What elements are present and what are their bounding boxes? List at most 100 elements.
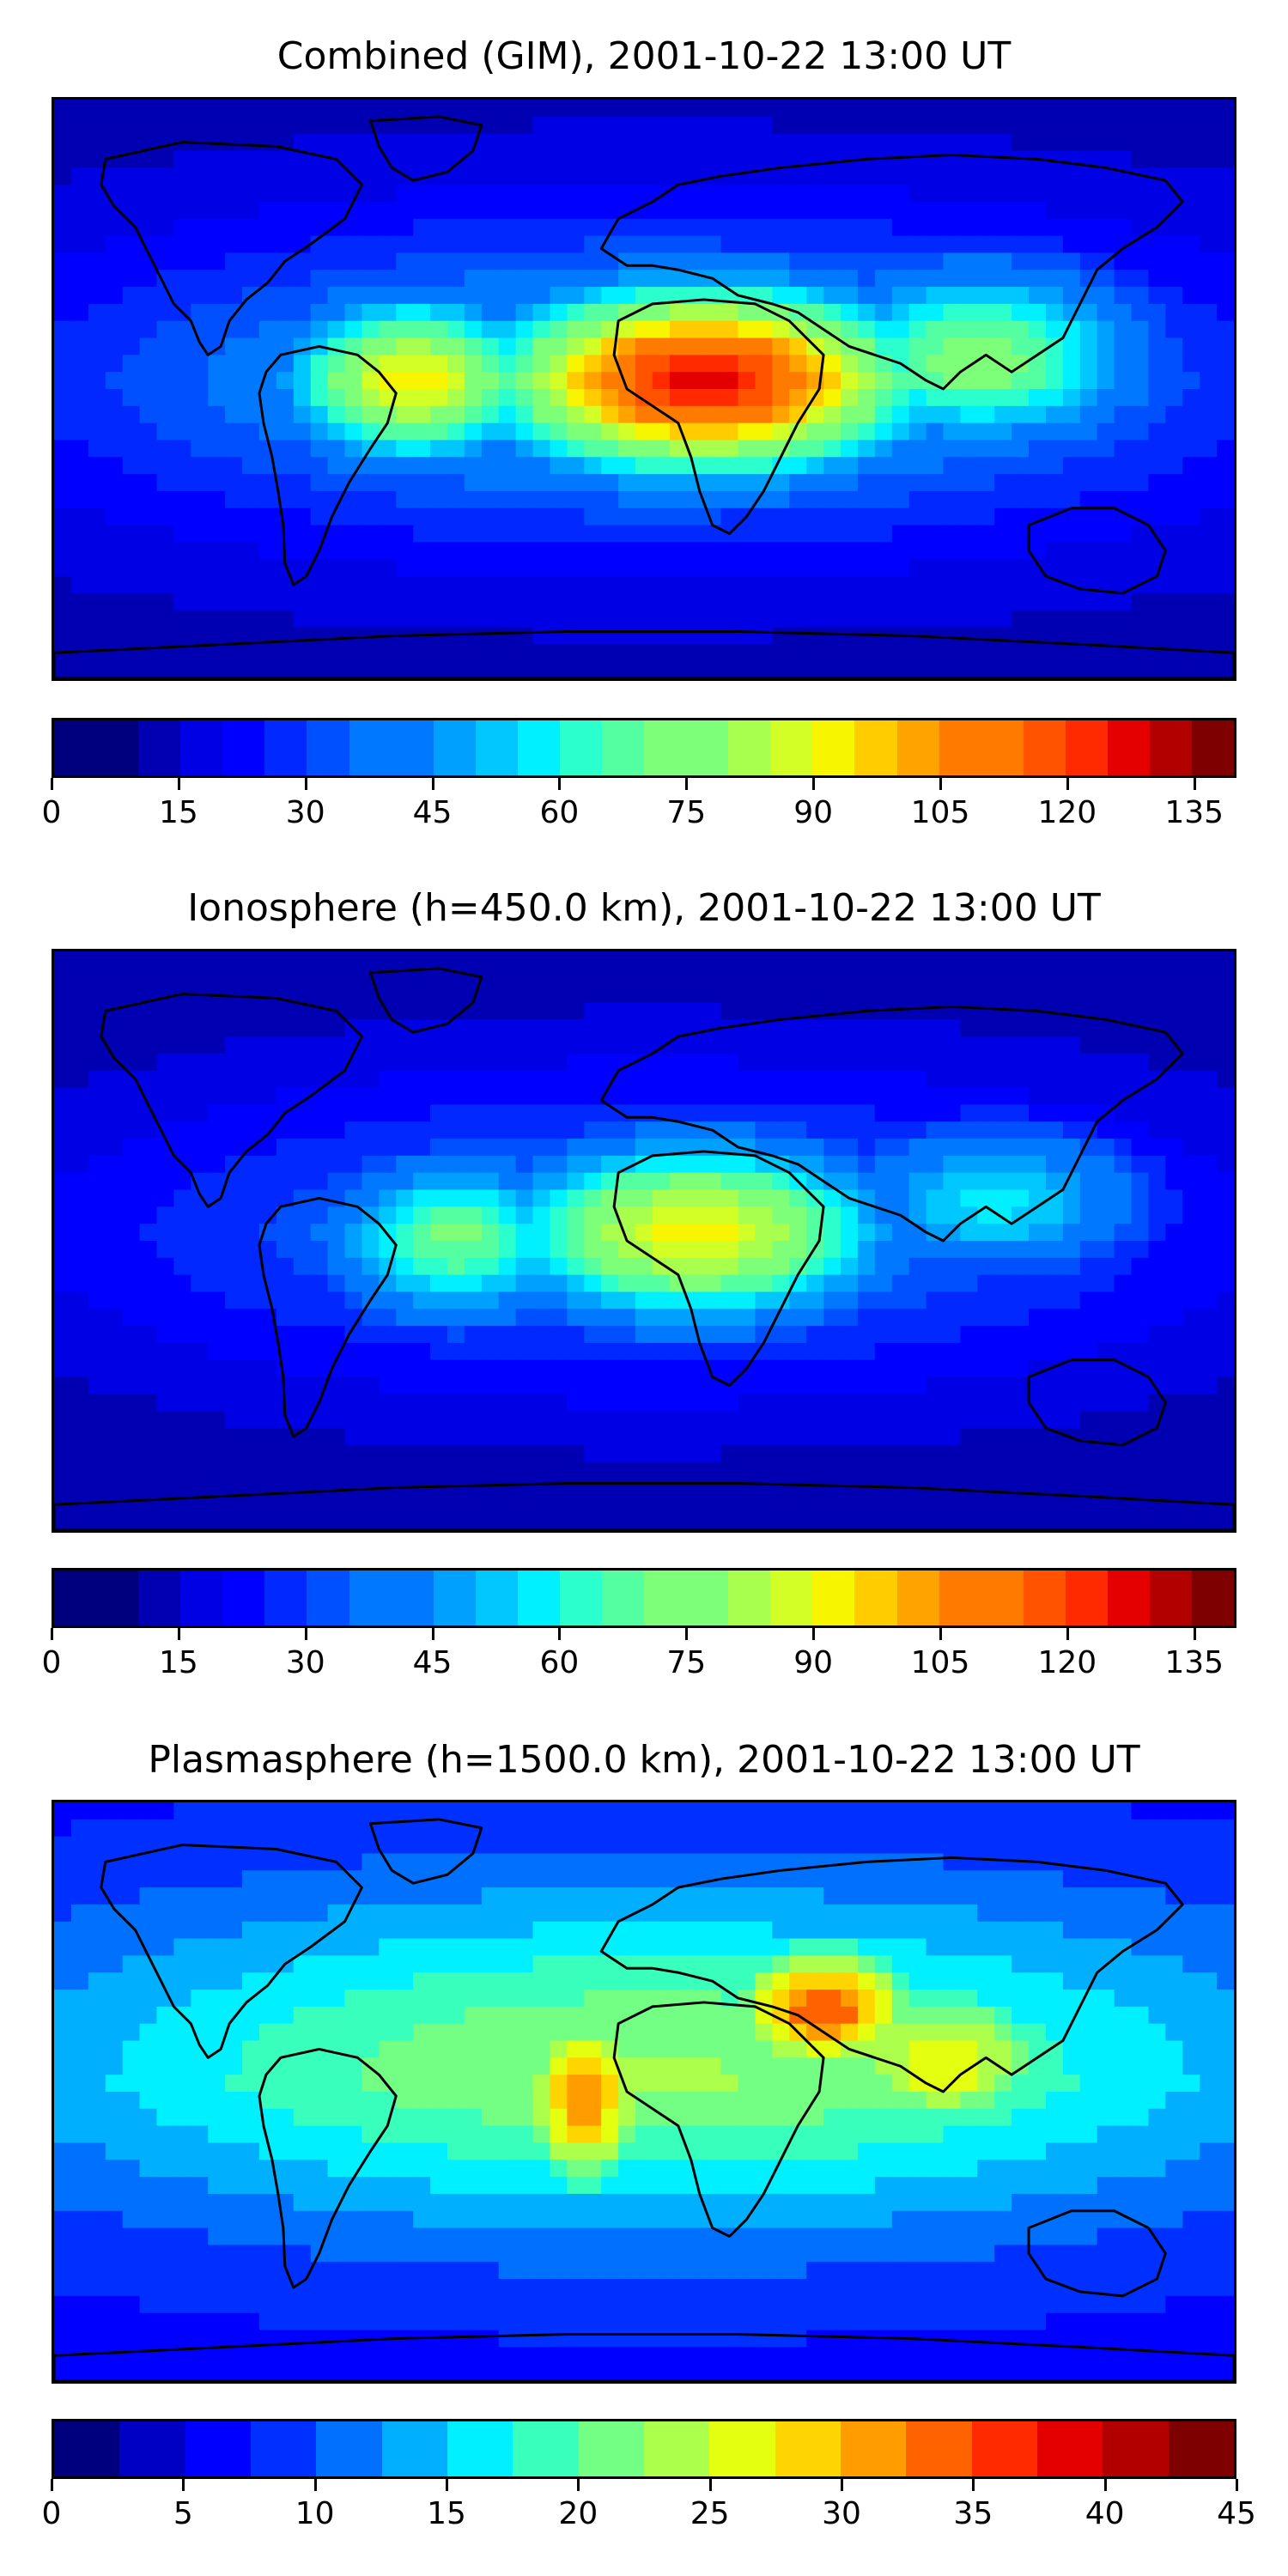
field-cell	[413, 1326, 432, 1344]
field-cell	[139, 1326, 158, 1344]
field-cell	[977, 1019, 996, 1038]
field-cell	[498, 133, 517, 152]
field-cell	[1114, 1802, 1133, 1820]
field-cell	[532, 1241, 551, 1259]
field-cell	[105, 1444, 124, 1463]
field-cell	[447, 1070, 465, 1089]
field-cell	[738, 474, 756, 492]
field-cell	[1217, 167, 1234, 186]
field-cell	[772, 576, 791, 594]
field-cell	[379, 490, 398, 509]
field-cell	[960, 1291, 979, 1310]
field-cell	[1029, 1053, 1047, 1072]
field-cell	[601, 1172, 620, 1191]
field-cell	[1029, 252, 1047, 271]
field-cell	[789, 1513, 808, 1530]
field-cell	[532, 287, 551, 305]
field-cell	[1045, 1036, 1064, 1054]
field-cell	[70, 490, 89, 509]
field-cell	[173, 1036, 192, 1054]
field-cell	[1148, 1019, 1167, 1038]
field-cell	[567, 1241, 586, 1259]
field-cell	[122, 270, 141, 289]
field-cell	[105, 372, 124, 390]
field-cell	[242, 1444, 260, 1463]
field-cell	[498, 1394, 517, 1413]
field-cell	[584, 592, 603, 611]
field-cell	[310, 1819, 329, 1838]
field-cell	[430, 1836, 448, 1855]
field-cell	[173, 1274, 192, 1293]
field-cell	[498, 1836, 517, 1855]
field-cell	[1012, 644, 1030, 663]
field-cell	[891, 389, 910, 407]
field-cell	[105, 355, 124, 374]
field-cell	[1079, 1342, 1098, 1361]
field-cell	[686, 559, 705, 578]
field-cell	[173, 440, 192, 459]
field-cell	[208, 1359, 227, 1378]
field-cell	[293, 303, 312, 322]
field-cell	[396, 405, 415, 424]
field-cell	[105, 474, 124, 492]
field-cell	[994, 592, 1013, 611]
field-cell	[276, 1428, 295, 1446]
field-cell	[686, 1241, 705, 1259]
field-cell	[447, 1376, 465, 1395]
field-cell	[1012, 337, 1030, 356]
field-cell	[755, 133, 774, 152]
field-cell	[498, 218, 517, 237]
field-cell	[276, 474, 295, 492]
field-cell	[191, 559, 210, 578]
field-cell	[806, 185, 825, 203]
field-cell	[344, 287, 363, 305]
field-cell	[361, 100, 380, 118]
field-cell	[857, 576, 876, 594]
field-cell	[396, 1053, 415, 1072]
field-cell	[908, 985, 927, 1004]
field-cell	[430, 474, 448, 492]
field-cell	[738, 1257, 756, 1276]
field-cell	[943, 1309, 962, 1327]
field-cell	[584, 185, 603, 203]
field-cell	[258, 1513, 277, 1530]
field-cell	[1079, 252, 1098, 271]
field-cell	[601, 1359, 620, 1378]
colorbar-tick-label: 30	[285, 1645, 325, 1680]
field-cell	[1182, 525, 1201, 544]
field-cell	[225, 1411, 244, 1430]
field-cell	[772, 1257, 791, 1276]
colorbar-tick	[812, 1628, 816, 1640]
field-cell	[1114, 1461, 1133, 1480]
field-cell	[567, 337, 586, 356]
field-cell	[926, 1802, 945, 1820]
field-cell	[772, 252, 791, 271]
field-cell	[88, 1428, 106, 1446]
field-cell	[430, 1342, 448, 1361]
field-cell	[481, 1513, 500, 1530]
field-cell	[361, 1121, 380, 1140]
field-cell	[396, 1428, 415, 1446]
field-cell	[738, 627, 756, 646]
field-cell	[652, 1206, 671, 1225]
field-cell	[498, 1291, 517, 1310]
field-cell	[1029, 1121, 1047, 1140]
field-cell	[669, 1087, 688, 1106]
field-cell	[584, 1359, 603, 1378]
field-cell	[823, 252, 841, 271]
field-cell	[926, 218, 945, 237]
field-cell	[532, 1496, 551, 1515]
field-cell	[225, 610, 244, 629]
field-cell	[943, 1189, 962, 1208]
field-cell	[601, 440, 620, 459]
field-cell	[806, 201, 825, 220]
field-cell	[379, 474, 398, 492]
field-cell	[618, 985, 637, 1004]
field-cell	[156, 1002, 175, 1021]
field-cell	[755, 1376, 774, 1395]
field-cell	[208, 542, 227, 561]
field-cell	[977, 1087, 996, 1106]
field-cell	[618, 218, 637, 237]
field-cell	[1217, 951, 1234, 969]
field-cell	[498, 1206, 517, 1225]
